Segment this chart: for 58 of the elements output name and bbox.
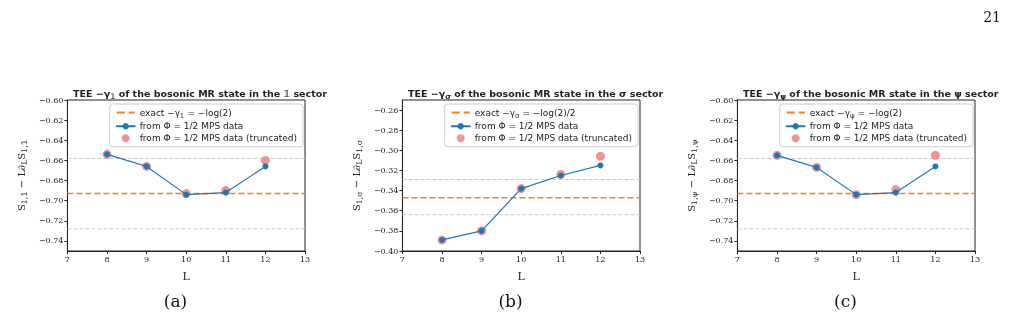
x-tick-label: 8 — [439, 254, 445, 264]
x-tick-label: 8 — [774, 254, 780, 264]
y-tick-label: −0.28 — [373, 125, 399, 135]
x-tick-label: 12 — [595, 254, 606, 264]
x-tick-label: 7 — [64, 254, 70, 264]
y-tick-label: −0.32 — [373, 165, 399, 175]
y-tick-label: −0.34 — [373, 186, 399, 196]
y-tick-label: −0.64 — [708, 135, 734, 145]
x-tick-label: 11 — [890, 254, 901, 264]
x-tick-label: 10 — [851, 254, 862, 264]
y-tick-label: −0.64 — [38, 135, 64, 145]
x-axis-title: L — [852, 270, 861, 283]
y-tick-label: −0.70 — [708, 196, 734, 206]
y-tick-label: −0.38 — [373, 226, 399, 236]
y-tick-label: −0.74 — [38, 236, 64, 246]
x-tick-label: 12 — [930, 254, 941, 264]
y-tick-label: −0.70 — [38, 196, 64, 206]
legend-label: from Φ = 1/2 MPS data (truncated) — [809, 133, 968, 144]
x-axis-title: L — [182, 270, 191, 283]
y-tick-label: −0.62 — [708, 115, 734, 125]
y-tick-label: −0.66 — [38, 155, 64, 165]
x-tick-label: 13 — [969, 254, 981, 264]
x-tick-label: 8 — [104, 254, 110, 264]
text: (b) — [498, 290, 523, 311]
y-tick-label: −0.60 — [708, 95, 734, 105]
x-tick-label: 9 — [814, 254, 820, 264]
y-tick-label: −0.66 — [708, 155, 734, 165]
y-tick-label: −0.40 — [373, 246, 399, 256]
legend-label: from Φ = 1/2 MPS data (truncated) — [139, 133, 298, 144]
text: (c) — [834, 290, 857, 311]
x-axis-title: L — [517, 270, 526, 283]
y-tick-label: −0.68 — [38, 176, 64, 186]
legend-label: from Φ = 1/2 MPS data (truncated) — [474, 133, 633, 144]
y-tick-label: −0.74 — [708, 236, 734, 246]
x-tick-label: 11 — [220, 254, 231, 264]
y-tick-label: −0.36 — [373, 206, 399, 216]
y-tick-label: −0.68 — [708, 176, 734, 186]
text: 21 — [983, 9, 1002, 25]
text: (a) — [163, 290, 188, 311]
x-tick-label: 13 — [634, 254, 646, 264]
x-tick-label: 11 — [555, 254, 566, 264]
x-tick-label: 9 — [479, 254, 485, 264]
x-tick-label: 10 — [181, 254, 192, 264]
y-tick-label: −0.72 — [708, 216, 734, 226]
x-tick-label: 9 — [144, 254, 150, 264]
y-tick-label: −0.30 — [373, 145, 399, 155]
y-tick-label: −0.72 — [38, 216, 64, 226]
y-tick-label: −0.26 — [373, 105, 399, 115]
legend-label: from Φ = 1/2 MPS data — [474, 121, 579, 132]
legend-label: from Φ = 1/2 MPS data — [809, 121, 914, 132]
x-tick-label: 7 — [399, 254, 405, 264]
y-tick-label: −0.60 — [38, 95, 64, 105]
legend-label: from Φ = 1/2 MPS data — [139, 121, 244, 132]
x-tick-label: 10 — [516, 254, 527, 264]
y-tick-label: −0.62 — [38, 115, 64, 125]
x-tick-label: 7 — [734, 254, 740, 264]
x-tick-label: 12 — [260, 254, 271, 264]
x-tick-label: 13 — [299, 254, 311, 264]
